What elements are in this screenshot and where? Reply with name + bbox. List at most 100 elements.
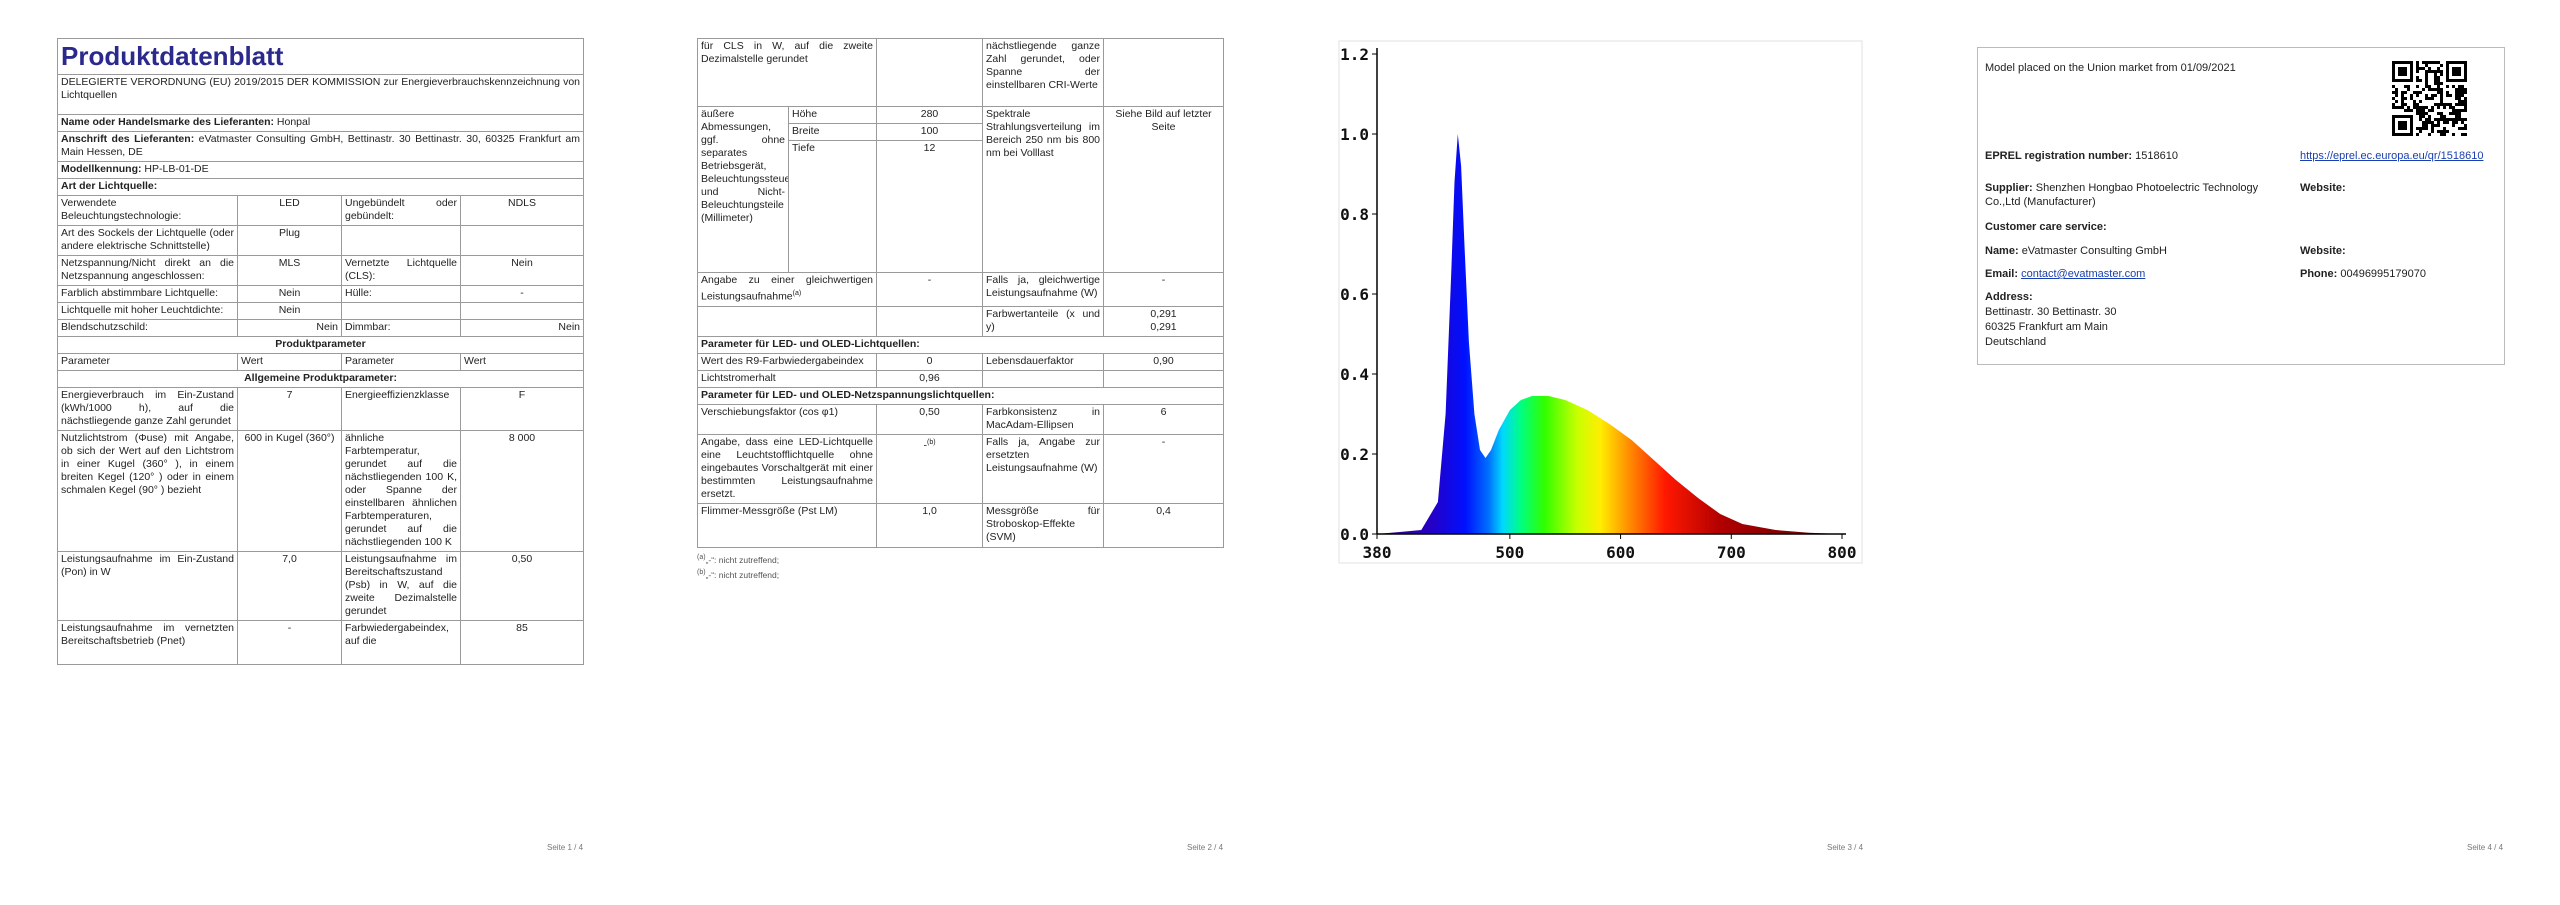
qr-module [2458, 112, 2461, 115]
qr-module [2425, 94, 2428, 97]
qr-module [2452, 106, 2455, 109]
qr-module [2437, 70, 2440, 73]
page-number: Seite 2 / 4 [1187, 843, 1224, 852]
text: Website: [2300, 245, 2346, 257]
qr-module [2401, 79, 2404, 82]
qr-module [2407, 85, 2410, 88]
qr-module [2443, 103, 2446, 106]
text: Name: eVatmaster Consulting GmbH [1985, 244, 2167, 258]
page-4-box: Model placed on the Union market from 01… [1977, 47, 2505, 365]
qr-module [2440, 130, 2443, 133]
qr-module [2452, 73, 2455, 76]
qr-module [2440, 133, 2443, 136]
qr-module [2443, 127, 2446, 130]
qr-module [2461, 88, 2464, 91]
text: Angabe zu einer gleichwertigen Leistungs… [701, 274, 874, 303]
qr-module [2452, 109, 2455, 112]
qr-module [2437, 82, 2440, 85]
qr-module [2410, 133, 2413, 136]
text: Parameter für LED- und OLED-Lichtquellen… [697, 335, 1224, 354]
text: Bettinastr. 30 Bettinastr. 30 [1985, 306, 2117, 318]
eprel-link[interactable]: https://eprel.ec.europa.eu/qr/1518610 [2300, 150, 2484, 162]
qr-module [2446, 85, 2449, 88]
qr-module [2434, 76, 2437, 79]
table-cell: -(b) [876, 433, 984, 504]
qr-module [2407, 133, 2410, 136]
qr-module [2401, 133, 2404, 136]
qr-module [2401, 127, 2404, 130]
qr-module [2434, 70, 2437, 73]
qr-module [2446, 121, 2449, 124]
email-link[interactable]: contact@evatmaster.com [2021, 268, 2146, 280]
table-cell: Nutzlichtstrom (Φuse) mit Angabe, ob sic… [57, 430, 238, 552]
qr-module [2410, 94, 2413, 97]
qr-module [2422, 124, 2425, 127]
qr-module [2431, 106, 2434, 109]
qr-module [2455, 88, 2458, 91]
qr-module [2404, 67, 2407, 70]
spectrum-area [1377, 134, 1842, 534]
text: Wert des R9-Farbwiedergabeindex 0 Lebensda… [697, 352, 1224, 371]
qr-module [2410, 127, 2413, 130]
qr-module [2464, 67, 2467, 70]
qr-module [2452, 61, 2455, 64]
qr-module [2416, 76, 2419, 79]
qr-module [2404, 121, 2407, 124]
table-cell: 8 000 [459, 430, 584, 552]
qr-module [2422, 67, 2425, 70]
text: für CLS in W, auf die zweite Dezimalstel… [697, 38, 1224, 107]
qr-module [2464, 133, 2467, 136]
text: „-“: nicht zutreffend; [705, 554, 780, 565]
qr-module [2464, 109, 2467, 112]
qr-module [2440, 97, 2443, 100]
table-cell: Hülle: [341, 285, 461, 303]
qr-module [2392, 67, 2395, 70]
qr-module [2455, 103, 2458, 106]
qr-module [2419, 115, 2422, 118]
qr-module [2440, 100, 2443, 103]
qr-module [2449, 94, 2452, 97]
qr-module [2419, 100, 2422, 103]
qr-module [2458, 115, 2461, 118]
text: Modellkennung: HP-LB-01-DE [57, 161, 584, 179]
table-cell: Nein [459, 319, 584, 337]
table-cell: MLS [237, 255, 342, 286]
table-cell: für CLS in W, auf die zweite Dezimalstel… [697, 38, 878, 107]
qr-module [2416, 106, 2419, 109]
qr-module [2437, 124, 2440, 127]
table-cell: Energieeffizienzklasse [341, 387, 461, 431]
qr-module [2455, 115, 2458, 118]
table-cell: Dimmbar: [341, 319, 461, 337]
qr-module [2446, 67, 2449, 70]
table-cell: Verwendete Beleuchtungstechnologie: [57, 195, 238, 226]
table-cell: Verschiebungsfaktor (cos φ1) [697, 403, 878, 435]
qr-module [2464, 97, 2467, 100]
qr-module [2425, 82, 2428, 85]
text: 0,291 [1150, 307, 1177, 320]
table-cell: Nein [237, 285, 342, 303]
qr-module [2410, 121, 2413, 124]
qr-module [2398, 79, 2401, 82]
qr-module [2428, 67, 2431, 70]
qr-module [2458, 70, 2461, 73]
text: Deutschland [1985, 336, 2047, 348]
table-cell: Vernetzte Lichtquelle (CLS): [341, 255, 461, 286]
page-2: für CLS in W, auf die zweite Dezimalstel… [697, 38, 1224, 834]
qr-module [2425, 106, 2428, 109]
qr-module [2449, 61, 2452, 64]
table-cell: 7 [237, 387, 342, 431]
y-tick-label: 1.0 [1340, 125, 1369, 144]
qr-module [2440, 82, 2443, 85]
qr-module [2455, 97, 2458, 100]
qr-module [2452, 70, 2455, 73]
text: Parameter Wert Parameter Wert [57, 353, 584, 371]
qr-module [2446, 70, 2449, 73]
qr-module [2401, 70, 2404, 73]
qr-module [2410, 109, 2413, 112]
qr-module [2410, 124, 2413, 127]
qr-module [2455, 91, 2458, 94]
text: (b) [926, 438, 936, 446]
table-cell: Lebensdauerfaktor [982, 352, 1105, 371]
qr-module [2425, 112, 2428, 115]
